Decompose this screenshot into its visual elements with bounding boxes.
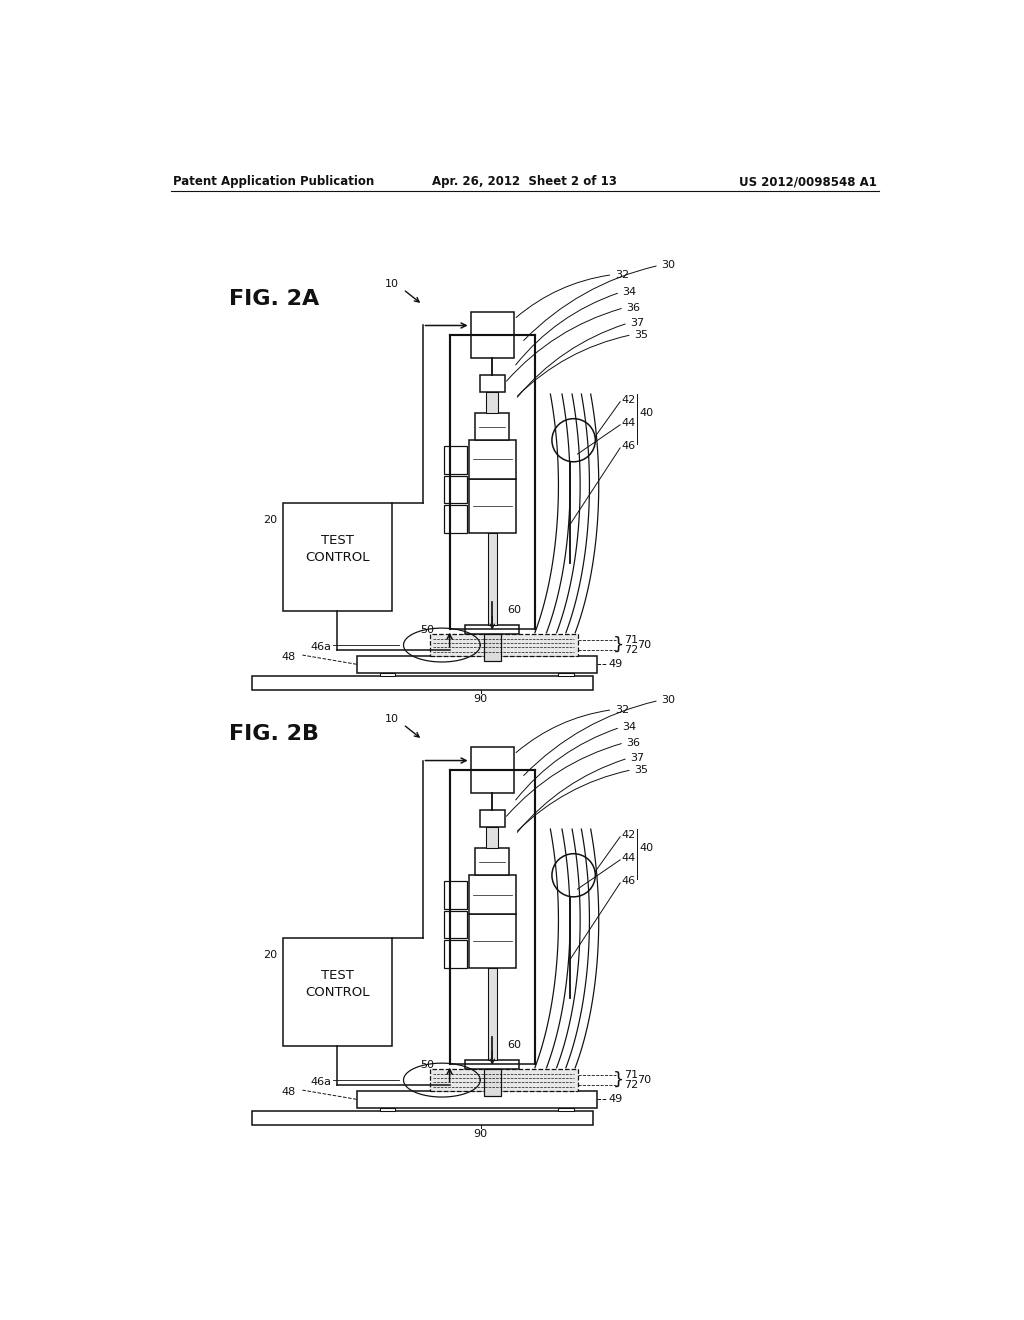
Text: 46a: 46a	[310, 1077, 331, 1086]
Text: FIG. 2A: FIG. 2A	[228, 289, 319, 309]
Text: 37: 37	[630, 754, 644, 763]
Bar	[475, 413, 509, 441]
Text: 70: 70	[637, 640, 651, 649]
Text: }: }	[613, 1071, 625, 1089]
Text: 49: 49	[608, 659, 623, 669]
Text: 90: 90	[473, 694, 487, 705]
Text: Patent Application Publication: Patent Application Publication	[173, 176, 374, 187]
Text: 71: 71	[624, 635, 638, 644]
Text: 46: 46	[622, 441, 636, 451]
Bar	[444, 475, 467, 503]
Bar	[444, 446, 467, 474]
Text: 49: 49	[608, 1094, 623, 1105]
Text: 50: 50	[420, 624, 434, 635]
Bar	[480, 375, 505, 392]
Bar	[465, 626, 519, 635]
Text: TEST
CONTROL: TEST CONTROL	[305, 969, 370, 999]
Bar	[444, 506, 467, 533]
Text: 36: 36	[627, 302, 640, 313]
Bar	[444, 882, 467, 909]
Bar	[465, 1060, 519, 1069]
Bar	[430, 1069, 578, 1090]
Bar	[469, 875, 515, 913]
Text: 50: 50	[420, 1060, 434, 1069]
Text: FIG. 2B: FIG. 2B	[228, 725, 318, 744]
Text: 46a: 46a	[310, 642, 331, 652]
Text: 42: 42	[622, 395, 636, 405]
Bar	[469, 913, 515, 968]
Text: 42: 42	[622, 830, 636, 841]
Text: 30: 30	[662, 696, 675, 705]
Bar	[486, 392, 499, 413]
Bar	[444, 911, 467, 939]
Text: 32: 32	[614, 705, 629, 714]
Text: 30: 30	[662, 260, 675, 271]
Text: 10: 10	[384, 279, 398, 289]
Bar	[471, 747, 514, 793]
Bar	[380, 1107, 395, 1111]
Bar	[380, 673, 395, 676]
Bar	[487, 968, 497, 1060]
Bar	[469, 441, 515, 479]
Bar	[487, 532, 497, 626]
Bar	[480, 810, 505, 826]
Text: 44: 44	[622, 418, 636, 428]
Bar	[356, 1090, 597, 1107]
Bar	[252, 1111, 593, 1125]
Text: US 2012/0098548 A1: US 2012/0098548 A1	[738, 176, 877, 187]
Bar	[483, 1069, 501, 1096]
Bar	[444, 940, 467, 968]
Text: 40: 40	[640, 843, 653, 853]
Text: 72: 72	[624, 645, 638, 656]
Bar	[430, 635, 578, 656]
Bar	[283, 503, 391, 611]
Text: 72: 72	[624, 1081, 638, 1090]
Text: TEST
CONTROL: TEST CONTROL	[305, 533, 370, 564]
Bar	[283, 939, 391, 1047]
Text: }: }	[613, 636, 625, 653]
Text: 48: 48	[282, 1088, 296, 1097]
Text: 10: 10	[384, 714, 398, 723]
Text: 35: 35	[634, 330, 648, 339]
Text: 20: 20	[263, 515, 276, 524]
Text: 90: 90	[473, 1130, 487, 1139]
Text: 60: 60	[508, 605, 522, 615]
Text: 32: 32	[614, 269, 629, 280]
Text: 35: 35	[634, 764, 648, 775]
Text: 60: 60	[508, 1040, 522, 1049]
Text: 48: 48	[282, 652, 296, 663]
Text: 70: 70	[637, 1074, 651, 1085]
Text: 37: 37	[630, 318, 644, 329]
Text: 44: 44	[622, 853, 636, 863]
Bar	[483, 635, 501, 661]
Text: 71: 71	[624, 1069, 638, 1080]
Bar	[486, 826, 499, 849]
Bar	[356, 656, 597, 673]
Bar	[252, 676, 593, 689]
Bar	[558, 1107, 573, 1111]
Text: 46: 46	[622, 876, 636, 887]
Text: 20: 20	[263, 949, 276, 960]
Bar	[558, 673, 573, 676]
Text: 40: 40	[640, 408, 653, 418]
Bar	[475, 849, 509, 875]
Bar	[471, 312, 514, 358]
Text: 34: 34	[623, 288, 637, 297]
Text: 36: 36	[627, 738, 640, 748]
Text: 34: 34	[623, 722, 637, 733]
Text: Apr. 26, 2012  Sheet 2 of 13: Apr. 26, 2012 Sheet 2 of 13	[432, 176, 617, 187]
Bar	[469, 479, 515, 533]
